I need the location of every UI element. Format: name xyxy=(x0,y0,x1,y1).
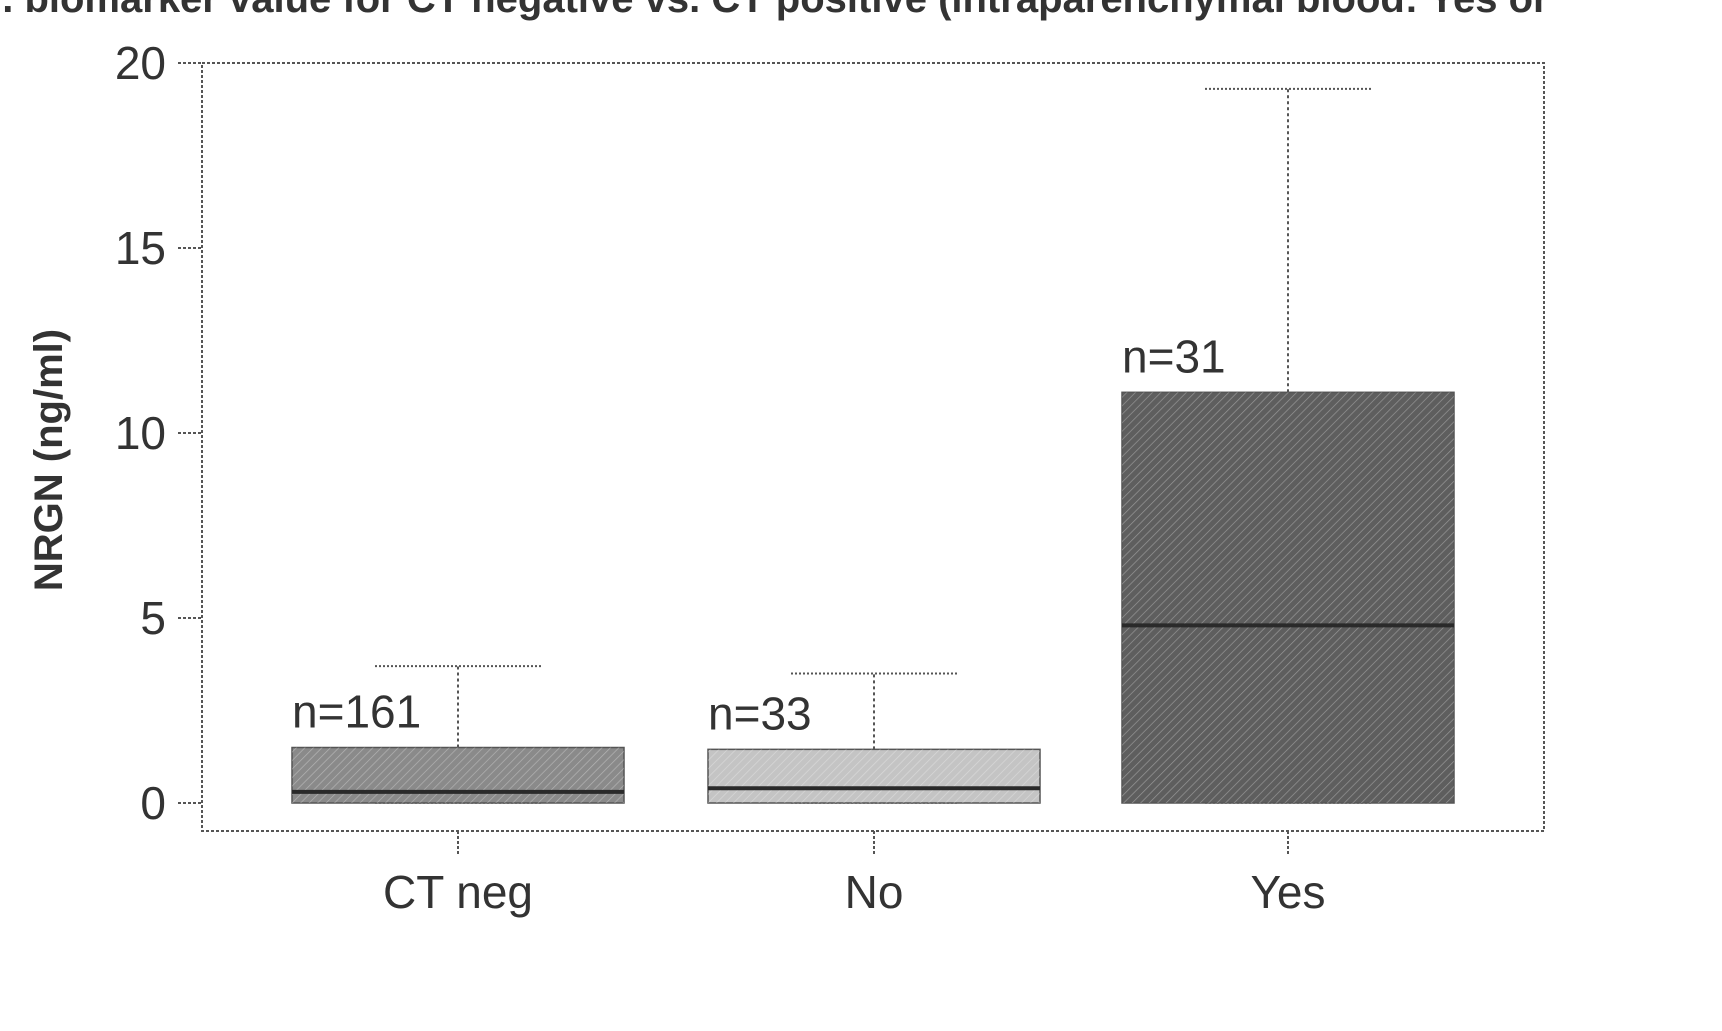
box-yes: n=31 xyxy=(1121,87,1455,804)
y-tick-label: 10 xyxy=(115,407,166,459)
x-tick-label: No xyxy=(845,866,904,918)
y-axis: 0 5 10 15 20 xyxy=(115,37,202,829)
box-hatch xyxy=(708,749,1040,803)
x-tick-label: CT neg xyxy=(383,866,533,918)
y-tick-label: 0 xyxy=(140,777,166,829)
y-tick-label: 20 xyxy=(115,37,166,89)
box-no: n=33 xyxy=(707,672,1041,804)
y-axis-label: NRGN (ng/ml) xyxy=(27,329,71,591)
box-ct-neg: n=161 xyxy=(291,665,625,804)
n-label: n=161 xyxy=(292,686,421,738)
y-tick-label: 15 xyxy=(115,222,166,274)
y-tick-label: 5 xyxy=(140,592,166,644)
box-hatch xyxy=(292,747,624,803)
x-tick-label: Yes xyxy=(1250,866,1325,918)
n-label: n=33 xyxy=(708,687,812,739)
boxes-group: n=161 n=33 n=31 xyxy=(291,87,1455,804)
chart-title: ... biomarker value for CT negative vs. … xyxy=(0,0,1549,21)
box-hatch xyxy=(1122,392,1454,803)
x-axis: CT neg No Yes xyxy=(383,831,1326,918)
n-label: n=31 xyxy=(1122,330,1226,382)
